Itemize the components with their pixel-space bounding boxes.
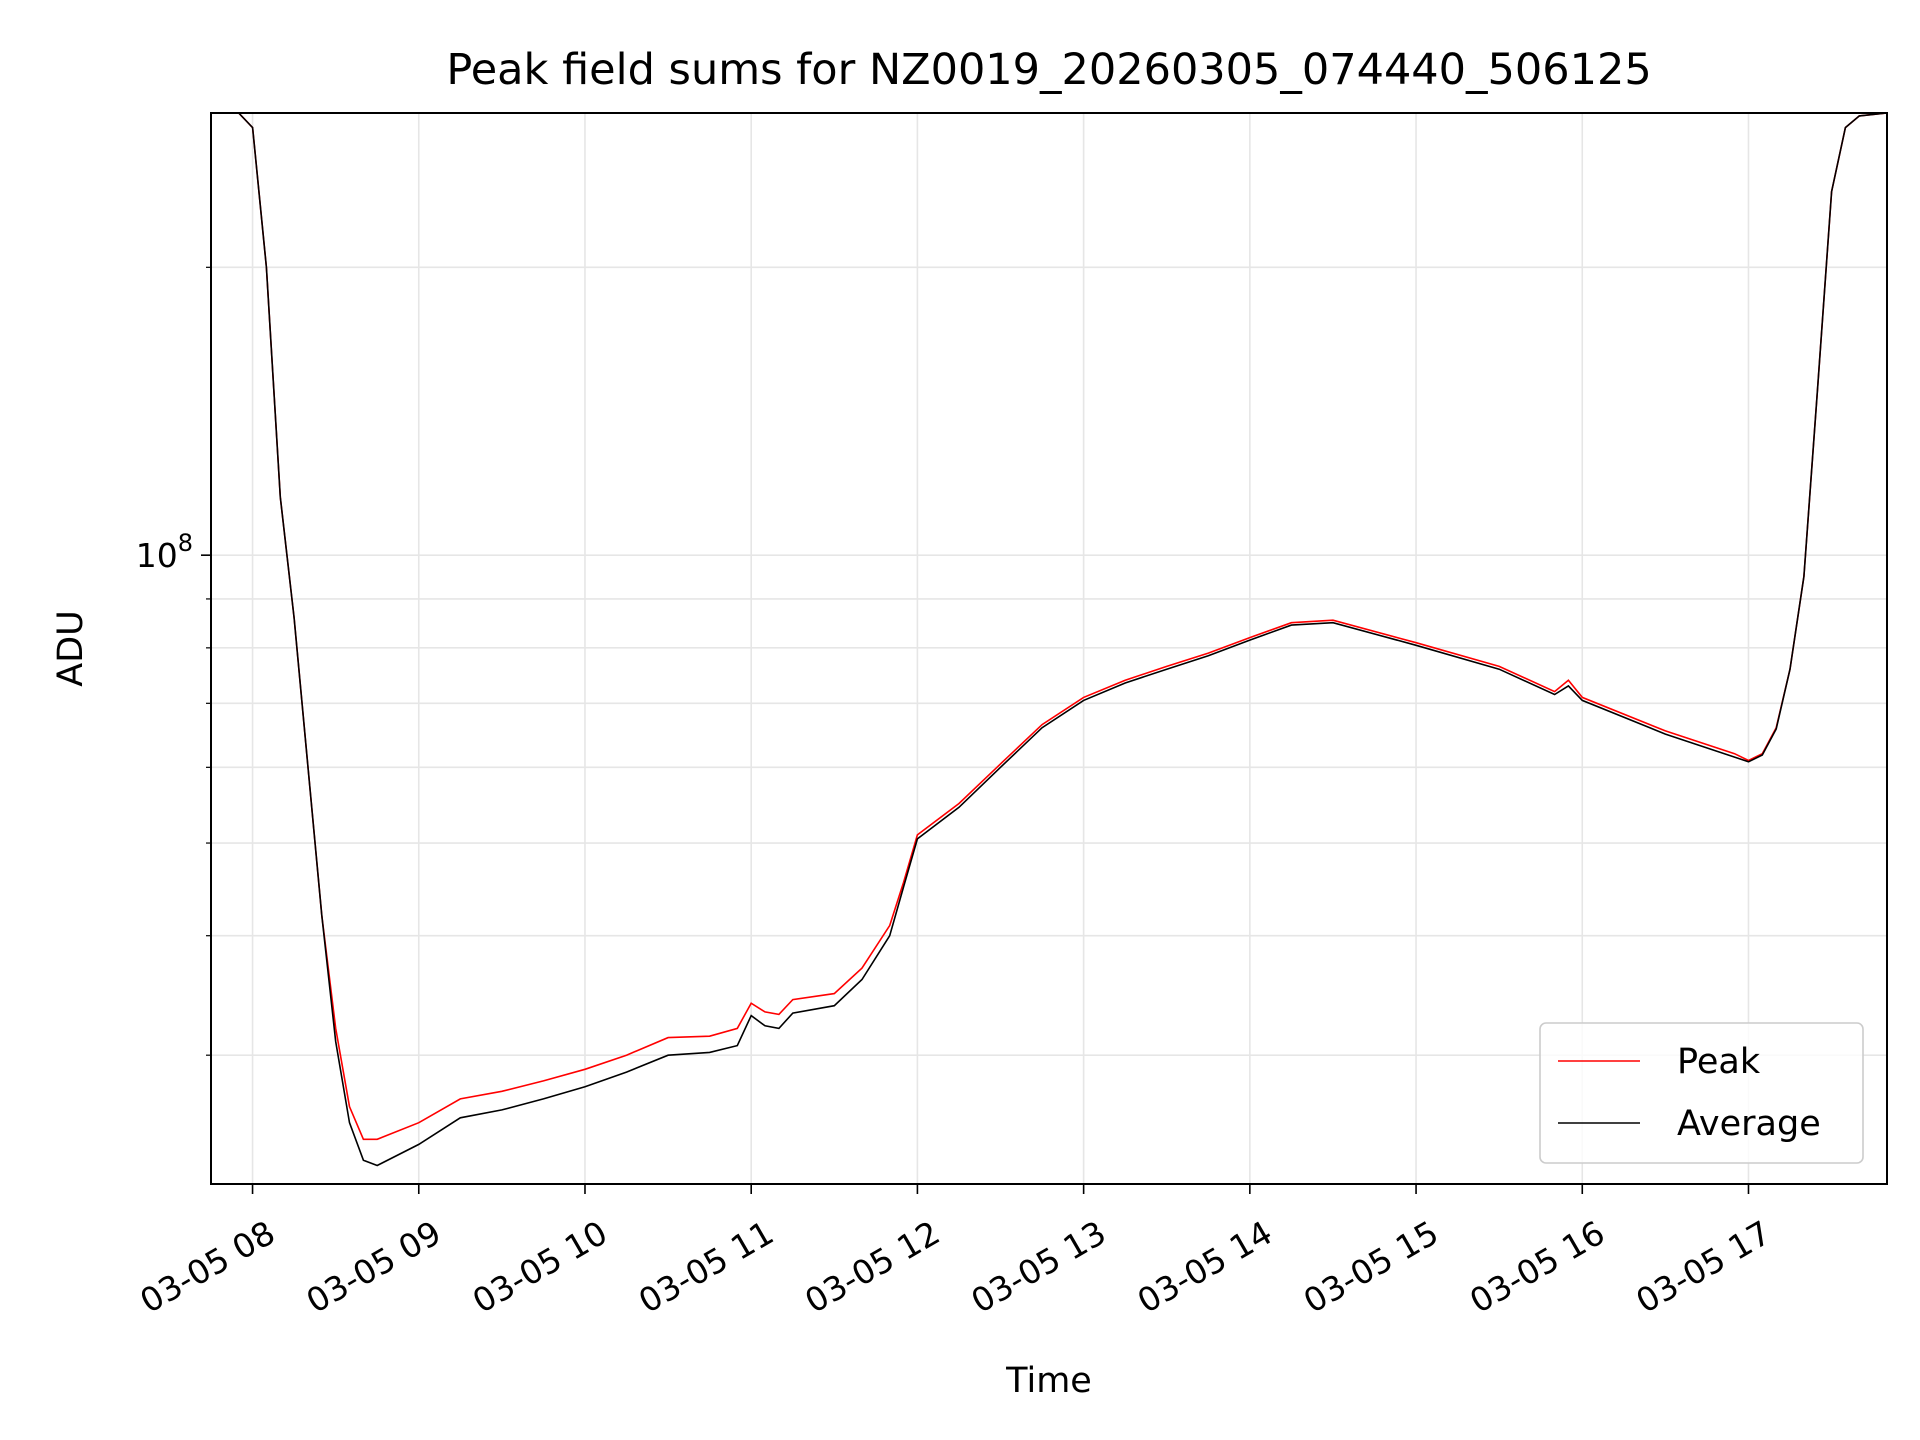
chart-title: Peak field sums for NZ0019_20260305_0744… [446, 45, 1651, 95]
y-tick-label: 108 [136, 529, 193, 575]
legend-label-peak: Peak [1677, 1042, 1761, 1082]
legend-label-average: Average [1677, 1104, 1821, 1144]
series-line-peak [211, 113, 1887, 1141]
legend: Peak Average [1539, 1022, 1864, 1164]
x-axis-label: Time [1005, 1361, 1092, 1401]
series-layer [211, 113, 1887, 1167]
plot-frame [210, 112, 1888, 1185]
y-axis-label: ADU [51, 610, 91, 687]
legend-box [1539, 1022, 1864, 1164]
series-line-average [211, 113, 1887, 1167]
